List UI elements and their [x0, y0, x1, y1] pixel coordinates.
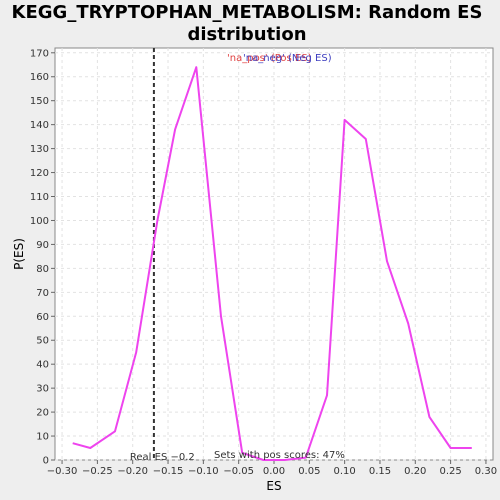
y-tick-label: 130 — [30, 144, 49, 155]
x-tick-label: −0.10 — [188, 466, 219, 477]
x-tick-label: 0.00 — [263, 466, 285, 477]
grid-lines — [55, 48, 493, 461]
y-tick-label: 100 — [30, 216, 49, 227]
x-tick-label: 0.05 — [298, 466, 320, 477]
legend-item-pos: 'na_pos' (Pos ES) — [227, 53, 312, 64]
legend-item-neg: 'na_neg' (Neg ES) — [243, 53, 332, 64]
y-axis-ticks: 0 10 20 30 40 50 60 70 80 90 100 110 120 130 140 150 160… — [30, 48, 55, 467]
x-axis-label: ES — [266, 479, 281, 493]
y-tick-label: 50 — [36, 336, 49, 347]
x-tick-label: 0.25 — [439, 466, 461, 477]
y-tick-label: 30 — [36, 384, 49, 395]
y-tick-label: 120 — [30, 168, 49, 179]
x-tick-label: −0.05 — [223, 466, 254, 477]
y-tick-label: 40 — [36, 360, 49, 371]
y-tick-label: 140 — [30, 120, 49, 131]
pos-scores-label: Sets with pos scores: 47% — [214, 450, 345, 461]
y-tick-label: 170 — [30, 48, 49, 59]
x-tick-label: −0.30 — [47, 466, 78, 477]
y-tick-label: 60 — [36, 312, 49, 323]
x-tick-label: −0.25 — [82, 466, 113, 477]
x-tick-label: 0.30 — [475, 466, 497, 477]
x-axis-ticks: −0.30 −0.25 −0.20 −0.15 −0.10 −0.05 0.00 0.05 0.… — [47, 460, 497, 477]
x-tick-label: 0.15 — [369, 466, 391, 477]
y-tick-label: 80 — [36, 264, 49, 275]
y-tick-label: 0 — [43, 456, 49, 467]
y-tick-label: 10 — [36, 432, 49, 443]
chart-title-line-1: KEGG_TRYPTOPHAN_METABOLISM: Random ES — [12, 2, 483, 23]
y-tick-label: 160 — [30, 72, 49, 83]
x-tick-label: −0.15 — [153, 466, 184, 477]
y-tick-label: 90 — [36, 240, 49, 251]
y-tick-label: 110 — [30, 192, 49, 203]
x-tick-label: 0.20 — [404, 466, 426, 477]
chart-title-line-2: distribution — [187, 24, 306, 45]
x-tick-label: 0.10 — [334, 466, 356, 477]
y-tick-label: 70 — [36, 288, 49, 299]
y-tick-label: 20 — [36, 408, 49, 419]
y-tick-label: 150 — [30, 96, 49, 107]
x-tick-label: −0.20 — [117, 466, 148, 477]
series-line — [72, 66, 472, 461]
real-es-label: Real ES −0.2 — [130, 452, 195, 463]
y-axis-label: P(ES) — [12, 238, 26, 270]
